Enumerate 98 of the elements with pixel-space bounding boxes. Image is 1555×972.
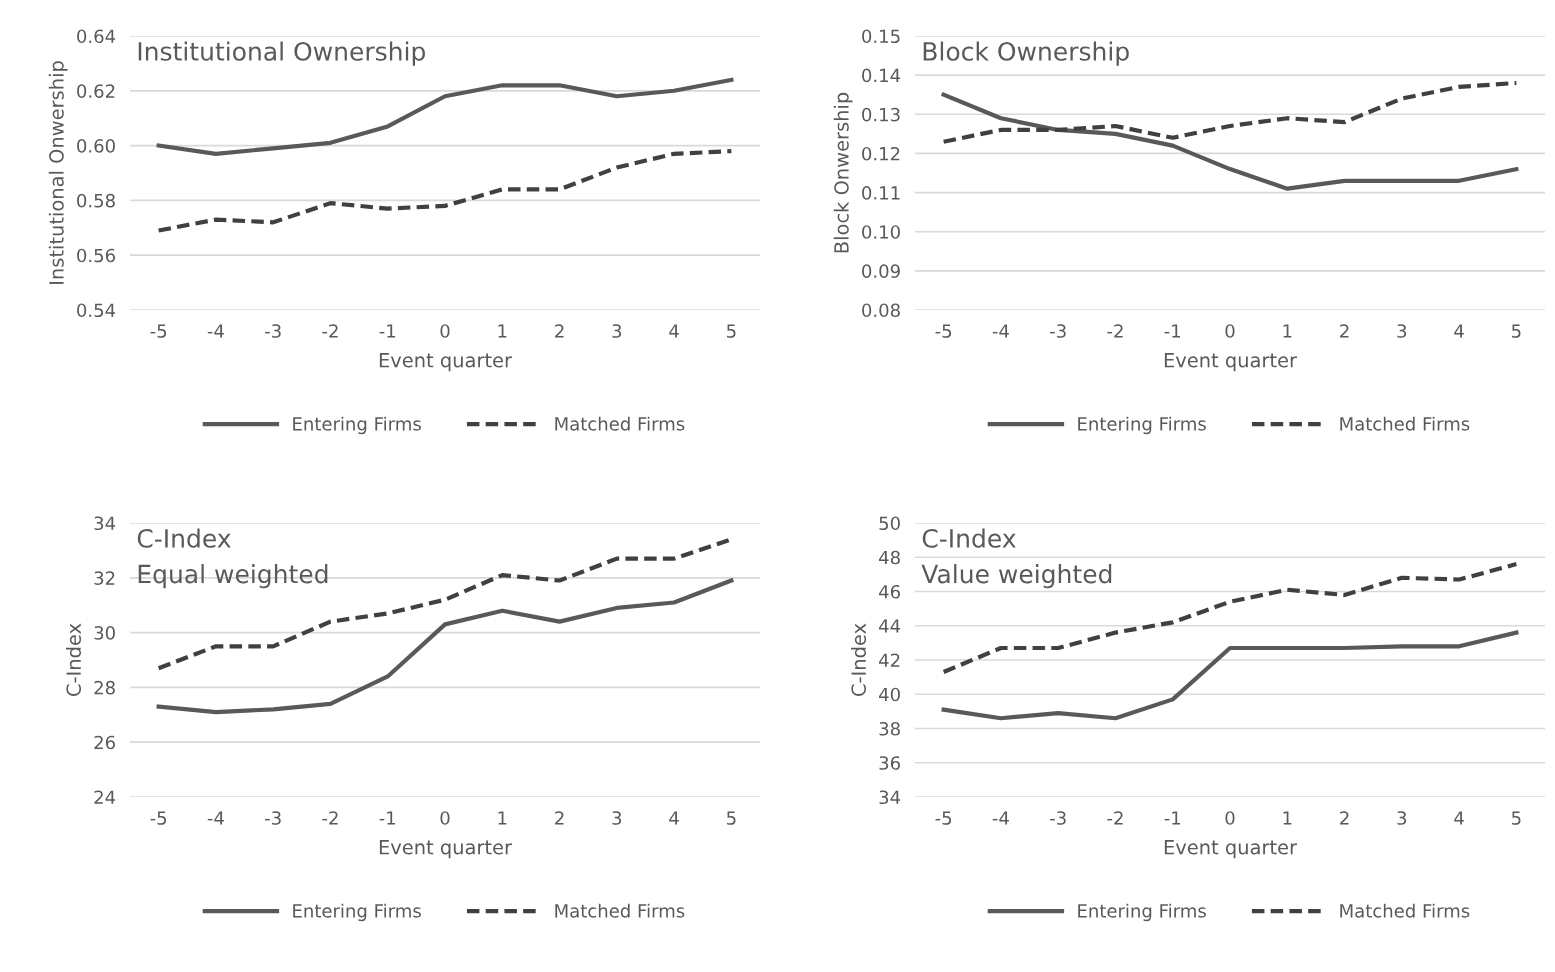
x-tick-label: 1 bbox=[498, 811, 507, 825]
legend-label: Matched Firms bbox=[555, 903, 685, 918]
y-tick-label: 0.62 bbox=[77, 84, 115, 98]
legend-label: Matched Firms bbox=[555, 416, 685, 431]
x-tick-label: -4 bbox=[207, 324, 224, 338]
x-tick-label: 5 bbox=[727, 324, 736, 338]
x-tick-label: 1 bbox=[1283, 324, 1292, 338]
x-tick-label: 0 bbox=[440, 811, 450, 825]
y-tick-label: 0.15 bbox=[862, 29, 900, 44]
x-axis-title: Event quarter bbox=[379, 353, 513, 372]
line-series bbox=[941, 630, 1519, 721]
y-tick-label: 36 bbox=[879, 756, 900, 770]
x-tick-label: 0 bbox=[440, 324, 450, 338]
x-tick-label: -3 bbox=[1050, 811, 1066, 825]
y-tick-label: 0.10 bbox=[862, 225, 900, 239]
x-tick-label: -4 bbox=[992, 811, 1009, 825]
y-tick-label: 34 bbox=[879, 790, 901, 805]
legend-label: Entering Firms bbox=[1078, 416, 1206, 435]
x-axis-title: Event quarter bbox=[1164, 840, 1298, 859]
y-tick-label: 0.14 bbox=[862, 68, 901, 83]
x-tick-label: 1 bbox=[498, 324, 507, 338]
chart-title: Institutional Ownership bbox=[138, 41, 425, 66]
x-axis-title: Event quarter bbox=[1164, 353, 1298, 372]
legend-label: Entering Firms bbox=[1078, 903, 1206, 922]
legend-label: Entering Firms bbox=[293, 416, 421, 435]
legend-label: Matched Firms bbox=[1340, 903, 1470, 918]
y-tick-label: 46 bbox=[879, 584, 900, 599]
y-tick-label: 50 bbox=[879, 516, 900, 531]
x-tick-label: 2 bbox=[1340, 811, 1349, 825]
x-tick-label: 2 bbox=[1340, 324, 1349, 338]
x-tick-label: -3 bbox=[1050, 324, 1066, 338]
y-tick-label: 0.13 bbox=[862, 107, 900, 122]
y-axis-title: Block Onwership bbox=[833, 92, 853, 253]
x-tick-label: -2 bbox=[1107, 811, 1123, 825]
y-tick-label: 0.64 bbox=[77, 29, 116, 44]
x-tick-label: 0 bbox=[1225, 811, 1235, 825]
y-tick-label: 48 bbox=[879, 550, 900, 565]
x-tick-label: 5 bbox=[727, 811, 736, 825]
y-tick-label: 32 bbox=[94, 571, 115, 585]
x-tick-label: -3 bbox=[265, 811, 281, 825]
y-tick-label: 38 bbox=[879, 721, 900, 736]
x-tick-label: -5 bbox=[935, 324, 952, 338]
y-tick-label: 34 bbox=[94, 516, 116, 531]
x-tick-label: -1 bbox=[1164, 324, 1181, 338]
x-tick-label: -2 bbox=[1107, 324, 1123, 338]
x-tick-label: 1 bbox=[1283, 811, 1292, 825]
y-tick-label: 0.58 bbox=[77, 193, 115, 208]
x-tick-label: 2 bbox=[555, 324, 564, 338]
x-tick-label: 4 bbox=[1454, 324, 1464, 338]
x-tick-label: 5 bbox=[1512, 811, 1521, 825]
y-tick-label: 40 bbox=[879, 687, 900, 702]
y-axis-title: C-Index bbox=[850, 623, 867, 696]
x-tick-label: -2 bbox=[322, 324, 338, 338]
x-tick-label: -3 bbox=[265, 324, 281, 338]
x-tick-label: -2 bbox=[322, 811, 338, 825]
y-tick-label: 44 bbox=[879, 619, 901, 633]
x-tick-label: 3 bbox=[612, 811, 622, 825]
x-axis-title: Event quarter bbox=[379, 840, 513, 859]
y-tick-label: 0.08 bbox=[862, 303, 900, 318]
x-tick-label: -4 bbox=[992, 324, 1009, 338]
x-tick-label: -5 bbox=[150, 324, 167, 338]
text: C-Index Equal weighted bbox=[137, 528, 328, 589]
legend-label: Matched Firms bbox=[1340, 416, 1470, 431]
x-tick-label: -1 bbox=[379, 811, 396, 825]
y-tick-label: 0.54 bbox=[77, 303, 116, 318]
x-tick-label: 3 bbox=[612, 324, 622, 338]
x-tick-label: -1 bbox=[379, 324, 396, 338]
x-tick-label: 5 bbox=[1512, 324, 1521, 338]
y-axis-title: Institutional Onwership bbox=[48, 61, 68, 284]
x-tick-label: 4 bbox=[1454, 811, 1464, 825]
chart-title: Block Ownership bbox=[923, 41, 1129, 66]
y-tick-label: 24 bbox=[94, 790, 116, 804]
line-series bbox=[156, 77, 734, 156]
x-tick-label: -5 bbox=[935, 811, 952, 825]
x-tick-label: -4 bbox=[207, 811, 224, 825]
y-tick-label: 0.60 bbox=[77, 139, 115, 153]
y-tick-label: 0.11 bbox=[862, 186, 900, 200]
line-series bbox=[941, 80, 1519, 144]
x-tick-label: 2 bbox=[555, 811, 564, 825]
y-axis-title: C-Index bbox=[65, 623, 82, 696]
x-tick-label: 3 bbox=[1397, 324, 1407, 338]
y-tick-label: 30 bbox=[94, 626, 115, 640]
y-tick-label: 42 bbox=[879, 653, 900, 667]
legend-label: Entering Firms bbox=[293, 903, 421, 922]
x-tick-label: 3 bbox=[1397, 811, 1407, 825]
y-tick-label: 0.56 bbox=[77, 248, 115, 263]
x-tick-label: 0 bbox=[1225, 324, 1235, 338]
y-tick-label: 0.09 bbox=[862, 264, 900, 278]
x-tick-label: -1 bbox=[1164, 811, 1181, 825]
y-tick-label: 26 bbox=[94, 735, 115, 750]
x-tick-label: 4 bbox=[669, 811, 679, 825]
y-tick-label: 28 bbox=[94, 680, 115, 695]
line-series bbox=[941, 92, 1519, 191]
text: C-Index Value weighted bbox=[921, 528, 1112, 589]
x-tick-label: -5 bbox=[150, 811, 167, 825]
y-tick-label: 0.12 bbox=[862, 146, 900, 161]
line-series bbox=[156, 148, 734, 233]
x-tick-label: 4 bbox=[669, 324, 679, 338]
